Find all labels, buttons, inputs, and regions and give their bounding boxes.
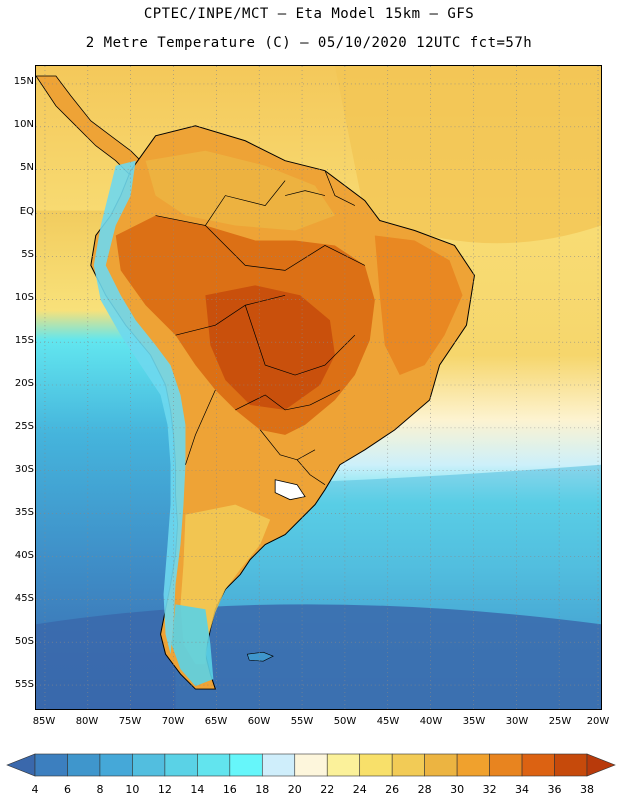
colorbar-tick-label: 10	[125, 783, 140, 796]
lon-label: 30W	[505, 716, 529, 727]
colorbar-swatch	[424, 753, 458, 777]
falkland-islands	[246, 651, 274, 662]
northeast-brazil	[374, 235, 463, 376]
colorbar-tick-label: 26	[385, 783, 400, 796]
colorbar-swatch	[197, 753, 231, 777]
colorbar-tick-label: 22	[320, 783, 335, 796]
lon-label: 85W	[32, 716, 56, 727]
lon-label: 55W	[290, 716, 314, 727]
colorbar-tick-label: 6	[63, 783, 71, 796]
lat-label: 30S	[14, 464, 34, 475]
temperature-map	[35, 65, 602, 710]
colorbar-swatch	[391, 753, 425, 777]
lat-label: 5S	[21, 249, 34, 260]
colorbar-tick-label: 32	[482, 783, 497, 796]
colorbar-tick-label: 12	[157, 783, 172, 796]
colorbar-max-arrow	[586, 753, 616, 777]
colorbar-swatch	[359, 753, 393, 777]
lon-label: 20W	[586, 716, 610, 727]
colorbar-tick-label: 30	[450, 783, 465, 796]
lat-label: 10S	[14, 292, 34, 303]
colorbar-tick-label: 8	[96, 783, 104, 796]
lon-label: 50W	[333, 716, 357, 727]
lon-label: 40W	[419, 716, 443, 727]
colorbar-tick-label: 28	[417, 783, 432, 796]
lat-label: 35S	[14, 507, 34, 518]
colorbar-tick-label: 24	[352, 783, 367, 796]
colorbar-tick-label: 36	[547, 783, 562, 796]
colorbar-swatch	[229, 753, 263, 777]
lat-label: 45S	[14, 593, 34, 604]
colorbar-swatch	[456, 753, 490, 777]
colorbar-swatch	[521, 753, 555, 777]
colorbar-swatch	[99, 753, 133, 777]
lon-label: 70W	[161, 716, 185, 727]
colorbar-swatch	[489, 753, 523, 777]
colorbar-tick-label: 38	[580, 783, 594, 796]
lat-label: 40S	[14, 550, 34, 561]
colorbar-swatch	[326, 753, 361, 777]
colorbar-swatch	[261, 753, 296, 777]
lon-label: 75W	[118, 716, 142, 727]
lat-label: 10N	[13, 119, 34, 130]
lon-label: 80W	[75, 716, 99, 727]
lon-label: 60W	[247, 716, 271, 727]
lat-label: 20S	[14, 378, 34, 389]
lon-label: 65W	[204, 716, 228, 727]
lat-label: 25S	[14, 421, 34, 432]
colorbar-tick-label: 18	[255, 783, 270, 796]
north-atlantic-warm	[334, 66, 601, 244]
lon-label: 45W	[376, 716, 400, 727]
colorbar-min-arrow	[6, 753, 36, 777]
graticule	[36, 66, 601, 709]
southern-patagonia	[171, 604, 214, 687]
lat-label: EQ	[19, 206, 34, 217]
colorbar-swatch	[294, 753, 328, 777]
lat-label: 55S	[14, 679, 34, 690]
colorbar-swatch	[132, 753, 166, 777]
lon-label: 25W	[548, 716, 572, 727]
lat-label: 5N	[20, 162, 34, 173]
country-borders	[155, 170, 365, 485]
map-title: CPTEC/INPE/MCT – Eta Model 15km – GFS	[143, 6, 475, 22]
lat-label: 15N	[13, 76, 34, 87]
hottest-core	[205, 285, 335, 410]
lat-label: 50S	[14, 636, 34, 647]
colorbar-swatch	[554, 753, 588, 777]
colorbar-tick-label: 16	[222, 783, 237, 796]
colorbar-swatch	[34, 753, 68, 777]
colorbar-tick-label: 34	[515, 783, 530, 796]
colorbar-swatch	[67, 753, 101, 777]
colorbar-swatch	[164, 753, 198, 777]
colorbar-tick-label: 20	[287, 783, 302, 796]
amazon-warm	[145, 150, 335, 231]
colorbar-tick-label: 14	[190, 783, 205, 796]
lat-label: 15S	[14, 335, 34, 346]
colorbar	[6, 753, 616, 777]
colorbar-tick-label: 4	[31, 783, 39, 796]
andes-ridge	[93, 160, 186, 655]
lon-label: 35W	[462, 716, 486, 727]
map-subtitle: 2 Metre Temperature (C) – 05/10/2020 12U…	[85, 35, 533, 51]
rio-de-la-plata	[274, 479, 306, 501]
